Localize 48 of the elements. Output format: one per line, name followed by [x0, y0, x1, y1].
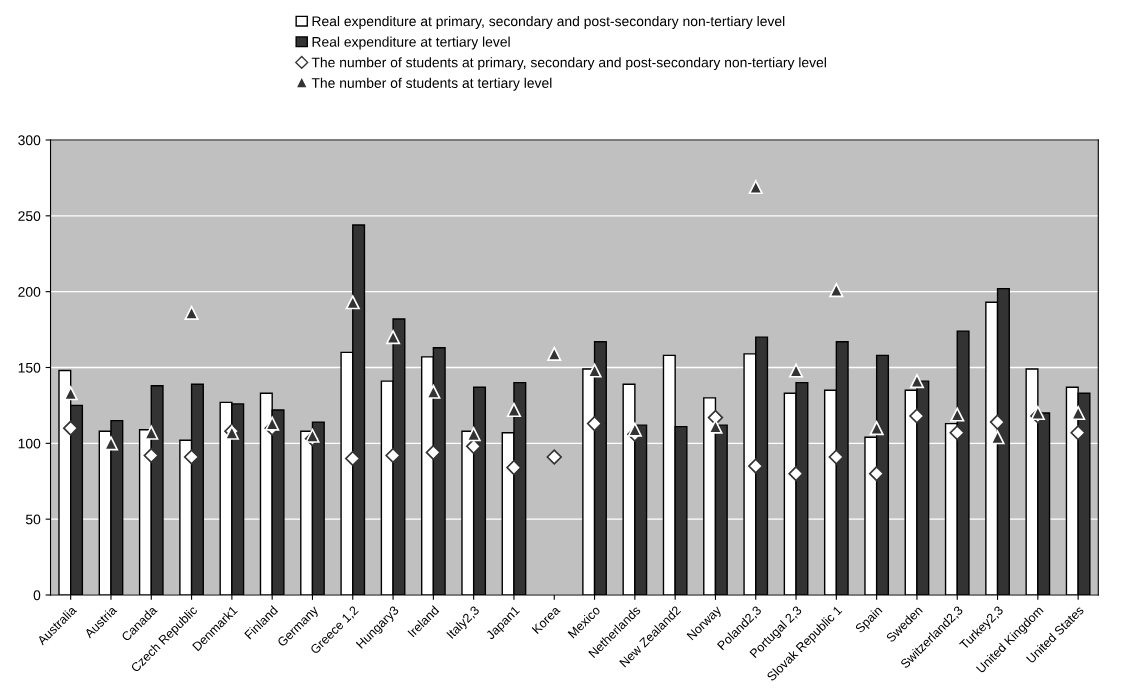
point — [62, 420, 79, 436]
point — [949, 425, 965, 441]
point — [506, 402, 522, 418]
point — [587, 363, 602, 378]
point — [385, 447, 401, 464]
point — [345, 450, 361, 467]
point — [546, 449, 562, 465]
point — [265, 416, 280, 431]
point — [466, 427, 481, 442]
legend-label: Real expenditure at tertiary level — [312, 36, 510, 50]
point — [909, 408, 925, 424]
point — [1071, 405, 1086, 421]
point — [990, 430, 1005, 445]
point — [586, 415, 603, 432]
point — [547, 346, 562, 361]
point — [305, 428, 320, 443]
point — [1070, 425, 1086, 441]
point — [829, 283, 844, 298]
point — [868, 465, 885, 482]
point — [183, 449, 200, 465]
legend-label: The number of students at primary, secondary and post-secondary non-tertiary level — [311, 57, 826, 71]
point — [345, 295, 360, 310]
y-tick-label: 200 — [18, 287, 41, 297]
point — [950, 407, 965, 422]
legend-label: Real expenditure at primary, secondary and post-secondary non-tertiary level — [312, 16, 785, 29]
point — [788, 363, 804, 378]
point — [989, 414, 1006, 430]
point — [627, 422, 642, 437]
point — [184, 305, 199, 320]
point — [426, 384, 441, 399]
point — [748, 179, 763, 195]
point — [506, 459, 522, 476]
point — [909, 374, 925, 389]
y-tick-label: 0 — [33, 590, 41, 601]
y-tick-label: 250 — [18, 211, 41, 221]
y-tick-label: 150 — [18, 362, 41, 373]
point — [869, 421, 884, 436]
point — [143, 447, 159, 464]
point — [708, 419, 723, 434]
point — [788, 465, 804, 482]
y-tick-label: 300 — [18, 135, 41, 146]
legend-label: The number of students at tertiary level — [311, 77, 552, 91]
point — [144, 425, 159, 440]
y-tick-label: 50 — [25, 514, 41, 525]
y-tick-label: 100 — [18, 438, 41, 449]
point — [828, 449, 845, 465]
point — [748, 458, 764, 474]
point — [385, 330, 401, 345]
